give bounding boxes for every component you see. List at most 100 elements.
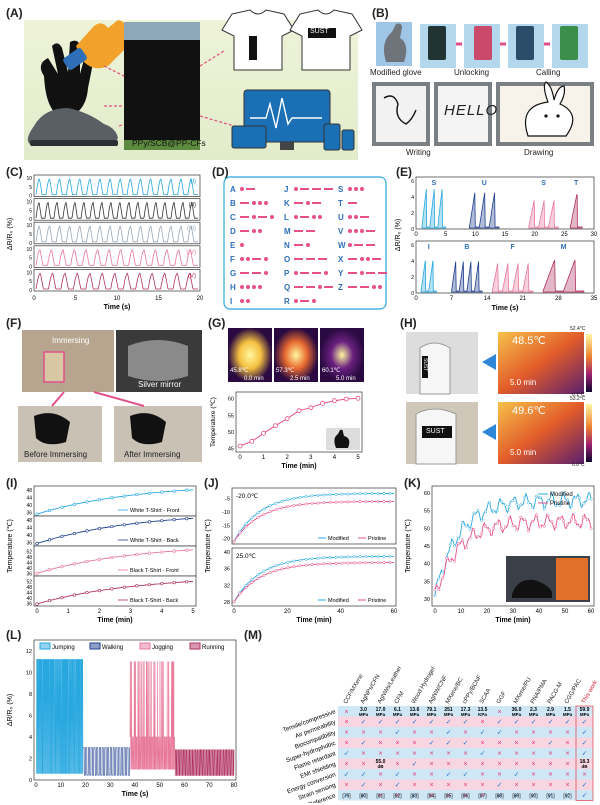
morse-dash bbox=[294, 202, 303, 204]
morse-letter: C bbox=[230, 213, 236, 222]
j-bottom-point bbox=[365, 562, 367, 564]
j-top-point bbox=[263, 508, 265, 510]
panel-h: (H) 48.5℃ 5.0 min 52.4°C 6.1°C 49.6℃ 5.0… bbox=[398, 316, 598, 466]
caption-calling: Calling bbox=[536, 68, 560, 77]
morse-dash bbox=[324, 188, 333, 190]
j-top-point bbox=[329, 501, 331, 503]
l-xtick: 10 bbox=[57, 783, 64, 789]
j-bottom-point bbox=[323, 563, 325, 565]
j-top-point bbox=[245, 526, 247, 528]
k-point bbox=[446, 557, 448, 559]
morse-letter: Z bbox=[338, 283, 343, 292]
k-point bbox=[442, 576, 444, 578]
k-xtick: 60 bbox=[588, 609, 595, 615]
m-check: ✓ bbox=[344, 751, 350, 758]
m-ref: [83] bbox=[410, 794, 419, 800]
m-cross: × bbox=[446, 761, 450, 768]
k-point bbox=[535, 513, 537, 515]
j-top-point bbox=[329, 493, 331, 495]
e-top-xtick: 5 bbox=[444, 232, 448, 238]
c-trace-label: (I) bbox=[190, 179, 196, 185]
m-check: ✓ bbox=[429, 740, 435, 747]
j-top-point bbox=[275, 502, 277, 504]
i-ytick: 36 bbox=[26, 540, 32, 546]
j-bottom-point bbox=[275, 569, 277, 571]
m-cross: × bbox=[429, 751, 433, 758]
morse-letter: E bbox=[230, 241, 236, 250]
m-cross: × bbox=[480, 740, 484, 747]
c-xtick: 0 bbox=[32, 296, 36, 302]
i-point bbox=[98, 498, 101, 501]
j-top-point bbox=[359, 500, 361, 502]
morse-dash bbox=[348, 202, 357, 204]
m-cross: × bbox=[463, 761, 467, 768]
m-cross: × bbox=[463, 782, 467, 789]
j-top-ytick: -20 bbox=[222, 537, 230, 543]
k-point bbox=[477, 535, 479, 537]
e-bottom-ytick: 4 bbox=[411, 259, 414, 265]
c-ytick: 10 bbox=[26, 270, 32, 276]
panel-i: (I) 36 40 44 48 White T-Shirt - Front 36 40 44 4… bbox=[4, 476, 200, 624]
morse-dot bbox=[270, 215, 274, 219]
morse-dot bbox=[252, 229, 256, 233]
k-xlabel: Time (min) bbox=[495, 617, 530, 624]
m-check: ✓ bbox=[582, 782, 588, 789]
m-cross: × bbox=[463, 730, 467, 737]
j-top-point bbox=[389, 500, 391, 502]
e-bottom-xtick: 21 bbox=[519, 296, 526, 302]
j-bottom-point bbox=[353, 556, 355, 558]
m-cross: × bbox=[378, 782, 382, 789]
j-top-ytick: -10 bbox=[222, 510, 230, 516]
j-top-point bbox=[305, 495, 307, 497]
caption-before: Before Immersing bbox=[24, 450, 87, 459]
k-point bbox=[512, 525, 514, 527]
k-point bbox=[586, 498, 588, 500]
morse-dash bbox=[324, 286, 333, 288]
e-bottom-ytick: 6 bbox=[411, 243, 414, 249]
m-check: ✓ bbox=[497, 719, 503, 726]
caption-writing: Writing bbox=[406, 148, 431, 157]
e-bottom-letter: B bbox=[464, 244, 469, 251]
morse-letter: U bbox=[338, 213, 344, 222]
i-ytick: 44 bbox=[26, 590, 32, 596]
morse-dash bbox=[258, 216, 267, 218]
i-point bbox=[123, 495, 126, 498]
k-point bbox=[504, 526, 506, 528]
g-point bbox=[273, 424, 277, 428]
m-ref: [88] bbox=[495, 794, 504, 800]
d-frame bbox=[224, 177, 386, 309]
i-ytick: 48 bbox=[26, 488, 32, 494]
k-point bbox=[438, 588, 440, 590]
m-strength-unit: MPa bbox=[393, 712, 403, 717]
h-bottom-max: 53.2°C bbox=[570, 396, 585, 402]
i-point bbox=[48, 568, 51, 571]
morse-dash bbox=[240, 272, 249, 274]
i-point bbox=[61, 535, 64, 538]
i-point bbox=[98, 589, 101, 592]
k-point bbox=[551, 521, 553, 523]
c-ylabel: ΔR/R₀ (%) bbox=[7, 218, 14, 250]
m-check: ✓ bbox=[429, 719, 435, 726]
i-point bbox=[36, 513, 39, 516]
i-point bbox=[48, 538, 51, 541]
m-cross: × bbox=[565, 782, 569, 789]
morse-dot bbox=[348, 229, 352, 233]
i-point bbox=[173, 490, 176, 493]
j-bottom-ytick: 40 bbox=[224, 550, 230, 556]
m-check: ✓ bbox=[412, 719, 418, 726]
i-ytick: 52 bbox=[26, 549, 32, 555]
morse-dot bbox=[354, 215, 358, 219]
g-xtick: 4 bbox=[333, 455, 337, 461]
c-trace-label: (V) bbox=[188, 273, 196, 279]
morse-dot bbox=[354, 229, 358, 233]
i-ytick: 36 bbox=[26, 571, 32, 577]
m-strength-unit: MPa bbox=[580, 712, 590, 717]
m-cross: × bbox=[480, 772, 484, 779]
j-top-point bbox=[377, 492, 379, 494]
morse-letter: P bbox=[284, 269, 290, 278]
k-point bbox=[500, 500, 502, 502]
j-top-point bbox=[257, 512, 259, 514]
k-point bbox=[516, 529, 518, 531]
morse-dot bbox=[348, 215, 352, 219]
i-point bbox=[161, 582, 164, 585]
